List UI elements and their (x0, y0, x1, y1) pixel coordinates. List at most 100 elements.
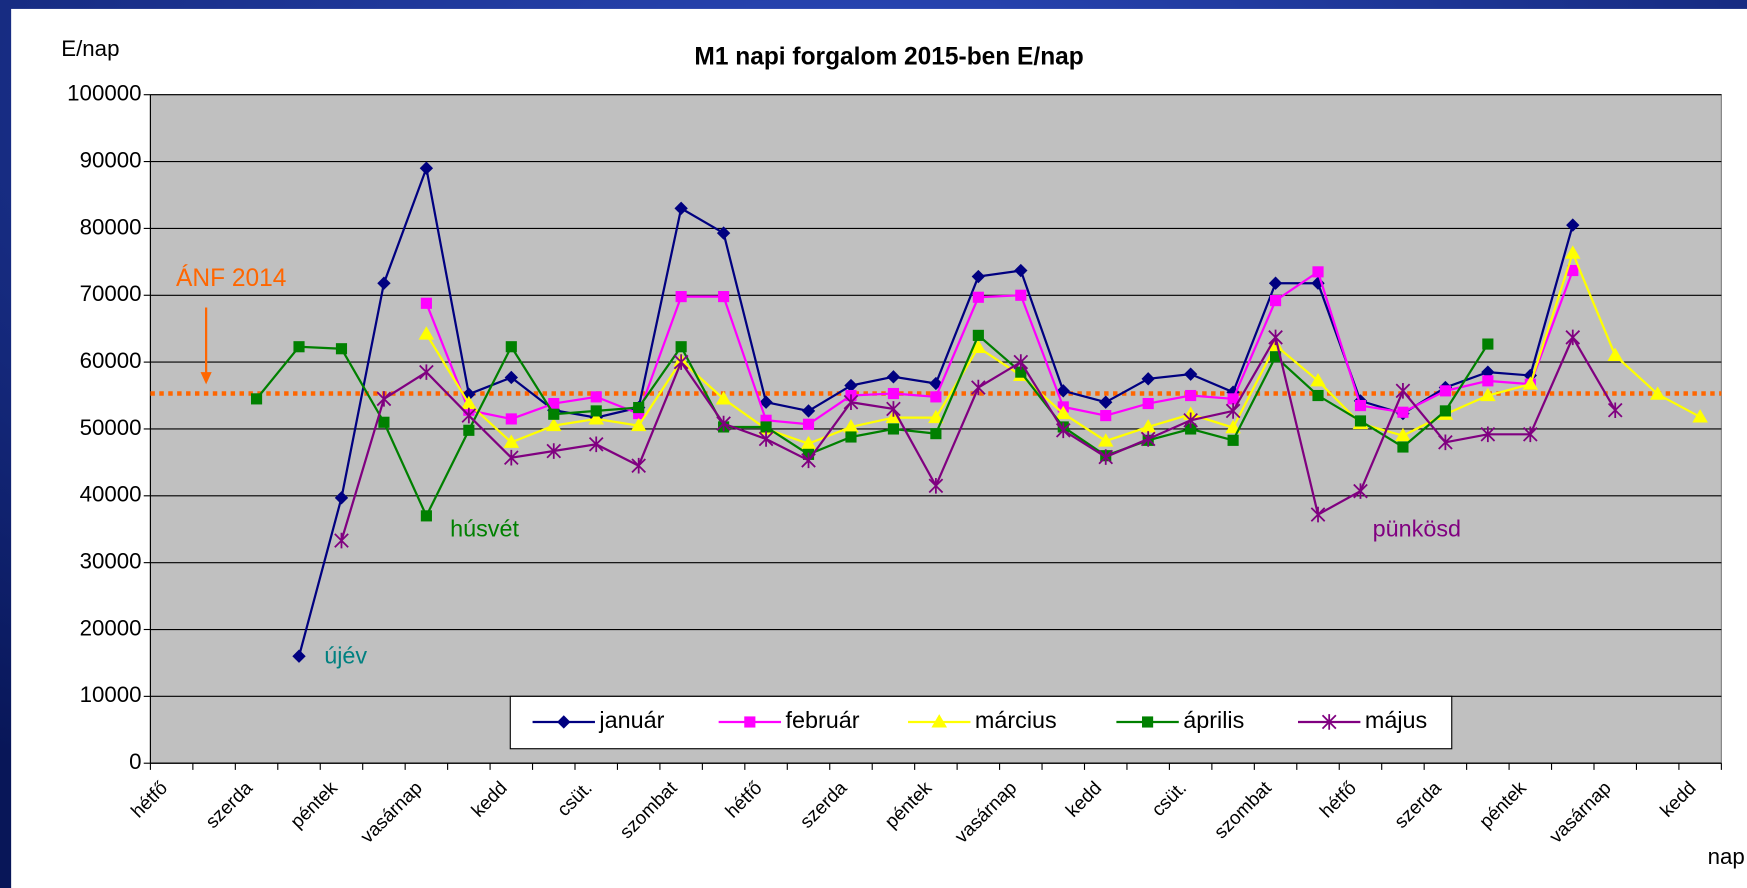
marker (1567, 264, 1579, 277)
marker (1013, 354, 1029, 370)
marker (928, 409, 944, 424)
marker (1185, 423, 1197, 435)
marker (1649, 386, 1666, 400)
marker (887, 423, 900, 435)
marker (548, 397, 560, 410)
marker (930, 391, 942, 403)
y-tick-label: 90000 (80, 147, 142, 172)
series (420, 264, 1579, 430)
marker (548, 408, 560, 420)
legend-marker (557, 715, 571, 729)
marker (1395, 383, 1411, 399)
marker (843, 419, 859, 433)
marker (545, 417, 562, 432)
marker (716, 415, 731, 432)
marker (503, 434, 520, 448)
legend (509, 695, 1453, 750)
marker (546, 443, 562, 459)
annotation: húsvét (450, 516, 519, 542)
marker (590, 405, 602, 417)
marker (1100, 410, 1112, 422)
marker (1312, 266, 1324, 278)
series-line (425, 270, 1574, 426)
marker (886, 370, 901, 384)
marker (1227, 434, 1239, 446)
marker (1099, 395, 1113, 409)
legend-label: május (1365, 707, 1427, 733)
marker (1607, 402, 1623, 419)
marker (1397, 441, 1409, 453)
marker (843, 394, 859, 411)
marker (887, 387, 900, 400)
marker (1607, 347, 1624, 361)
marker (1015, 289, 1027, 301)
marker (1310, 373, 1326, 387)
marker (377, 276, 391, 290)
y-tick-label: 20000 (80, 615, 142, 640)
marker (463, 424, 475, 436)
marker (930, 428, 942, 440)
legend-marker (931, 714, 948, 728)
reference-label: ÁNF 2014 (176, 265, 286, 292)
marker (1522, 426, 1538, 443)
marker (293, 341, 305, 353)
marker (418, 326, 435, 340)
legend-items: január február március április május (532, 707, 1427, 733)
marker (1227, 393, 1239, 405)
marker (886, 401, 901, 417)
marker (1097, 433, 1114, 447)
marker (718, 291, 730, 303)
marker (1438, 434, 1453, 451)
y-axis-label: E/nap (61, 36, 119, 61)
marker (630, 417, 647, 432)
marker (1225, 403, 1241, 419)
marker (588, 436, 604, 453)
marker (1439, 385, 1451, 397)
annotation: újév (324, 643, 367, 669)
y-tick-label: 40000 (80, 482, 142, 507)
marker (970, 339, 987, 353)
marker (1268, 329, 1283, 346)
marker (505, 413, 517, 425)
y-tick-label: 30000 (80, 549, 142, 574)
marker (461, 407, 477, 424)
marker (334, 532, 349, 549)
marker (1268, 276, 1283, 290)
marker (631, 457, 646, 474)
marker (1269, 351, 1282, 363)
marker (378, 416, 390, 428)
marker (1480, 426, 1496, 443)
marker (1397, 406, 1409, 418)
x-axis-label: nap (1708, 844, 1745, 869)
marker (1312, 389, 1324, 402)
marker (1225, 419, 1241, 434)
marker (633, 408, 645, 420)
marker (759, 395, 773, 409)
y-tick-label: 50000 (80, 415, 142, 440)
marker (419, 364, 434, 380)
marker (1185, 389, 1197, 402)
marker (760, 414, 772, 426)
marker (590, 391, 602, 403)
y-tick-label: 70000 (80, 281, 142, 306)
marker (1014, 263, 1028, 278)
y-tick-label: 60000 (80, 348, 142, 373)
marker (758, 431, 774, 447)
legend-label: január (598, 707, 664, 733)
marker (1098, 449, 1114, 465)
marker (800, 435, 817, 450)
y-tick-label: 0 (129, 749, 141, 774)
marker (1015, 366, 1027, 378)
marker (633, 401, 645, 414)
marker (1480, 387, 1496, 402)
marker (1439, 405, 1451, 417)
marker (1565, 329, 1581, 346)
y-tick-label: 100000 (67, 81, 141, 106)
marker (971, 269, 986, 284)
marker (972, 291, 984, 303)
marker (715, 391, 732, 405)
marker (1055, 422, 1071, 439)
marker (420, 510, 432, 522)
marker (802, 418, 815, 430)
